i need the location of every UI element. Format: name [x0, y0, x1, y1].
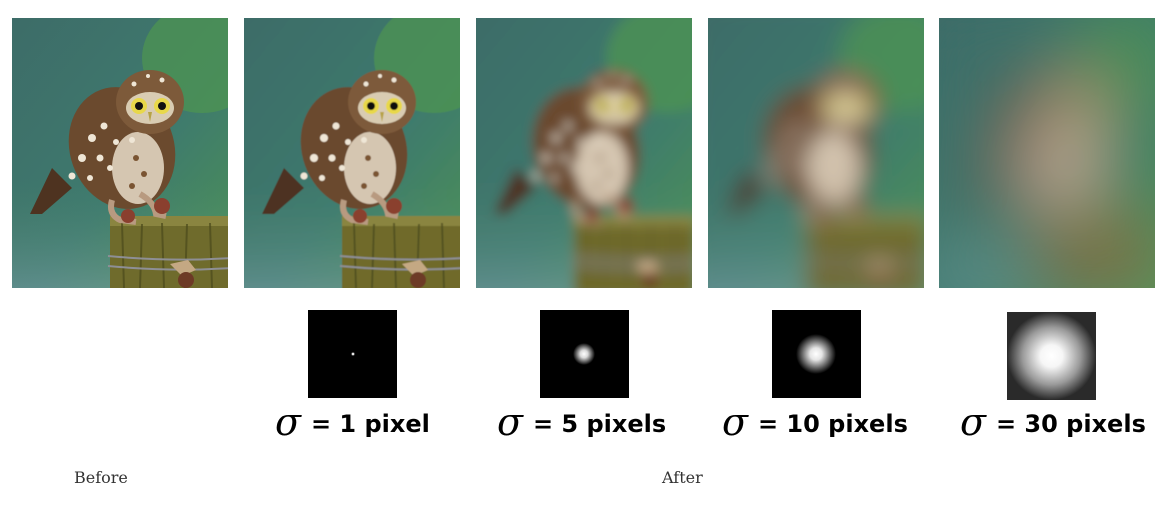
owl-image-sigma-5 — [476, 18, 692, 288]
photo-sigma-10 — [708, 18, 924, 288]
sigma-label-30: σ = 30 pixels — [960, 400, 1146, 444]
owl-image-sigma-10 — [708, 18, 924, 288]
photo-sigma-5 — [476, 18, 692, 288]
sigma-symbol: σ — [275, 400, 301, 444]
sigma-value: = 10 pixels — [757, 410, 908, 438]
caption-after: After — [662, 468, 703, 487]
photo-sigma-30 — [939, 18, 1155, 288]
kernel-sigma-5 — [540, 310, 629, 398]
caption-before: Before — [74, 468, 128, 487]
sigma-value: = 30 pixels — [995, 410, 1146, 438]
sigma-label-5: σ = 5 pixels — [497, 400, 667, 444]
sigma-label-1: σ = 1 pixel — [275, 400, 430, 444]
sigma-symbol: σ — [497, 400, 523, 444]
gaussian-kernel-30 — [1007, 312, 1096, 400]
sigma-symbol: σ — [722, 400, 748, 444]
photo-sigma-1 — [244, 18, 460, 288]
gaussian-kernel-10 — [772, 310, 861, 398]
kernel-sigma-1 — [308, 310, 397, 398]
kernel-sigma-30 — [1007, 312, 1096, 400]
sigma-value: = 5 pixels — [532, 410, 667, 438]
gaussian-kernel-5 — [540, 310, 629, 398]
sigma-value: = 1 pixel — [310, 410, 430, 438]
owl-image-sigma-30 — [939, 18, 1155, 288]
owl-image-sigma-1 — [244, 18, 460, 288]
sigma-label-10: σ = 10 pixels — [722, 400, 908, 444]
photo-original — [12, 18, 228, 288]
owl-image-original — [12, 18, 228, 288]
gaussian-kernel-1 — [308, 310, 397, 398]
sigma-symbol: σ — [960, 400, 986, 444]
kernel-sigma-10 — [772, 310, 861, 398]
